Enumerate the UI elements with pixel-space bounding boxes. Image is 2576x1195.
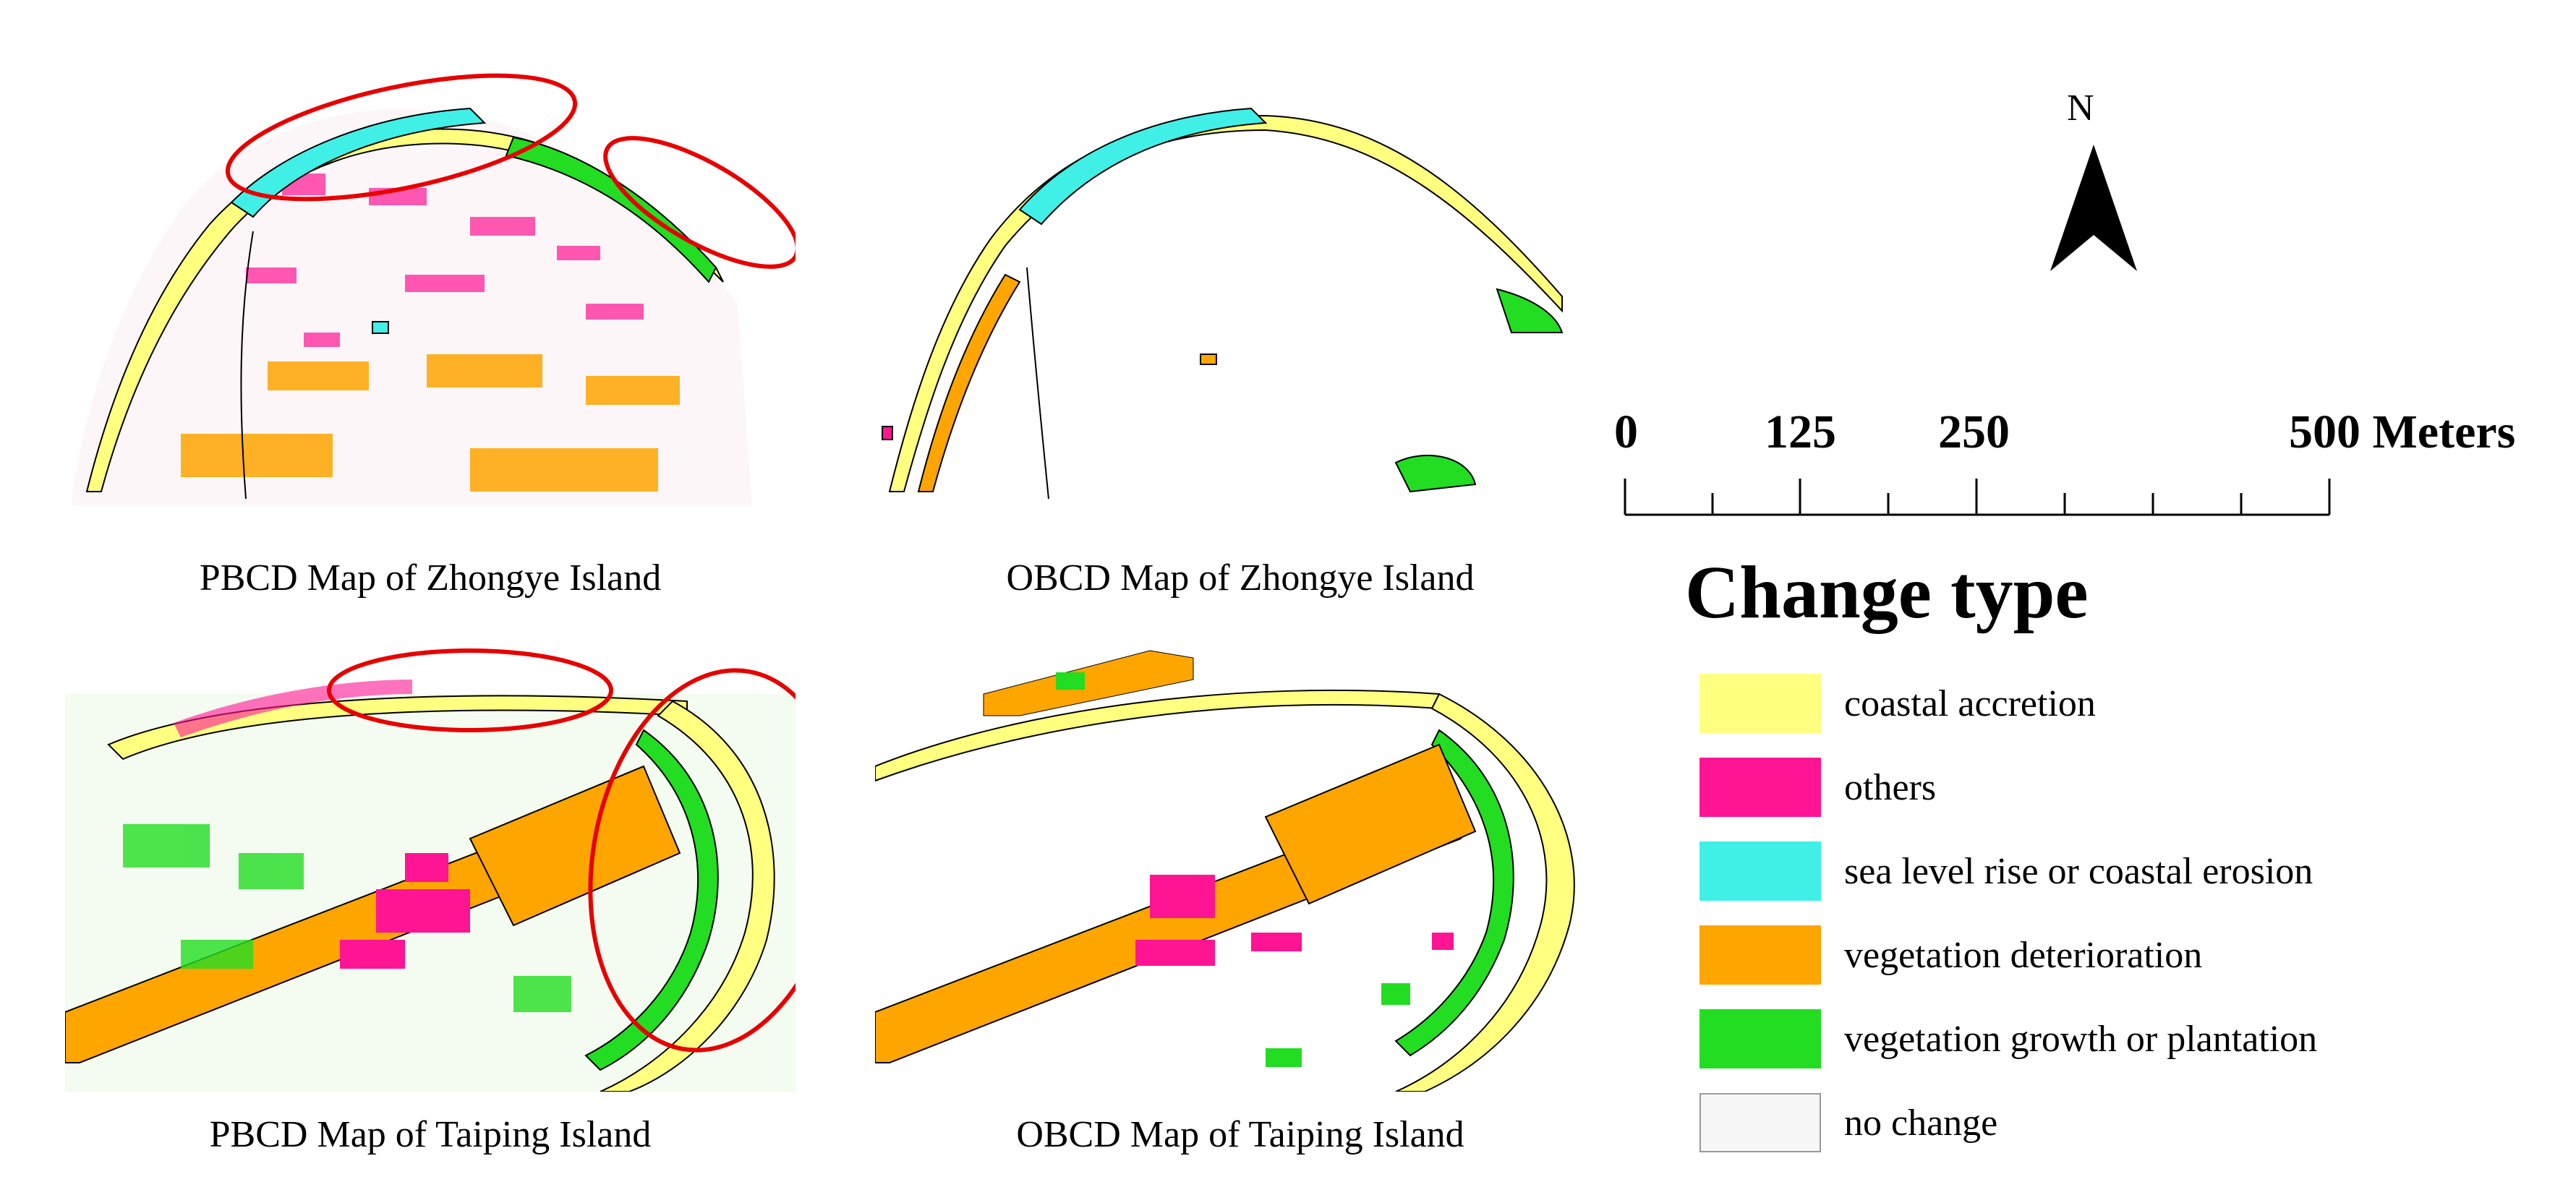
growth-band-east (584, 729, 719, 1071)
deterioration-strip (917, 273, 1021, 492)
small-building (1200, 354, 1217, 365)
north-label: N (2067, 87, 2094, 129)
highlight-ellipse-1 (327, 648, 613, 732)
vegetation-deterioration-patches (181, 354, 680, 492)
erosion-band (230, 107, 487, 218)
map-pbcd-zhongye (65, 29, 796, 506)
vegetation-growth-band (505, 136, 717, 283)
vegetation-growth-patch-east (1496, 288, 1564, 333)
legend-swatch (1699, 841, 1821, 901)
vegetation-growth-patches (123, 824, 571, 1012)
legend-label: others (1844, 766, 1937, 808)
legend-item-others: others (1699, 758, 1936, 817)
others-buildings (340, 853, 470, 969)
legend-item-veg-deterioration: vegetation deterioration (1699, 925, 2202, 985)
legend-swatch (1699, 925, 1821, 985)
map-pbcd-zhongye-canvas (72, 73, 796, 506)
growth-band-east (1394, 729, 1514, 1057)
apron (469, 765, 681, 927)
road-line (1026, 267, 1049, 500)
legend-item-erosion: sea level rise or coastal erosion (1699, 841, 2313, 901)
accretion-band (888, 114, 1563, 492)
legend-label: sea level rise or coastal erosion (1844, 850, 2313, 892)
caption-pbcd-taiping: PBCD Map of Taiping Island (209, 1114, 652, 1155)
legend-swatch (1699, 1009, 1821, 1068)
caption-pbcd-zhongye: PBCD Map of Zhongye Island (199, 557, 662, 599)
legend-label: no change (1844, 1102, 1998, 1144)
others-band-north (174, 680, 412, 737)
legend-swatch (1699, 758, 1821, 817)
apron (1264, 743, 1477, 905)
caption-obcd-zhongye: OBCD Map of Zhongye Island (1006, 557, 1475, 599)
map-obcd-taiping (875, 636, 1605, 1092)
erosion-band (1018, 107, 1268, 226)
legend-title: Change type (1685, 551, 2089, 634)
accretion-band-east (1395, 693, 1575, 1092)
north-arrow-icon (2050, 145, 2137, 271)
caption-obcd-taiping: OBCD Map of Taiping Island (1016, 1114, 1464, 1155)
map-obcd-zhongye-canvas (882, 107, 1564, 500)
map-pbcd-taiping (65, 636, 796, 1092)
scale-bar (1624, 479, 2331, 516)
legend-swatch (1699, 1093, 1821, 1152)
legend-item-veg-growth: vegetation growth or plantation (1699, 1009, 2317, 1068)
map-obcd-zhongye (875, 29, 1605, 506)
vegetation-growth-patch (1394, 455, 1477, 493)
legend-item-no-change: no change (1699, 1093, 1997, 1152)
accretion-band-north (875, 689, 1440, 782)
road-line (240, 231, 254, 500)
vegetation-growth-patches (1056, 672, 1410, 1067)
legend-label: coastal accretion (1844, 682, 2096, 724)
highlight-ellipse-2 (603, 136, 796, 269)
scale-label-0: 0 (1614, 406, 1638, 458)
legend-label: vegetation growth or plantation (1844, 1018, 2318, 1060)
legend-swatch (1699, 674, 1821, 733)
highlight-ellipse-1 (225, 73, 578, 202)
scale-label-500: 500 Meters (2289, 406, 2516, 458)
legend-label: vegetation deterioration (1844, 934, 2203, 976)
others-patch (882, 426, 893, 440)
scale-label-250: 250 (1938, 406, 2010, 458)
map-pbcd-taiping-canvas (65, 648, 796, 1092)
map-obcd-taiping-canvas (875, 650, 1575, 1092)
accretion-band-east (600, 700, 775, 1092)
highlight-ellipse-2 (588, 668, 796, 1053)
small-building (372, 321, 389, 334)
legend-item-coastal-accretion: coastal accretion (1699, 674, 2096, 733)
deterioration-north (983, 650, 1194, 716)
others-buildings (1135, 875, 1454, 966)
scale-label-125: 125 (1765, 406, 1836, 458)
